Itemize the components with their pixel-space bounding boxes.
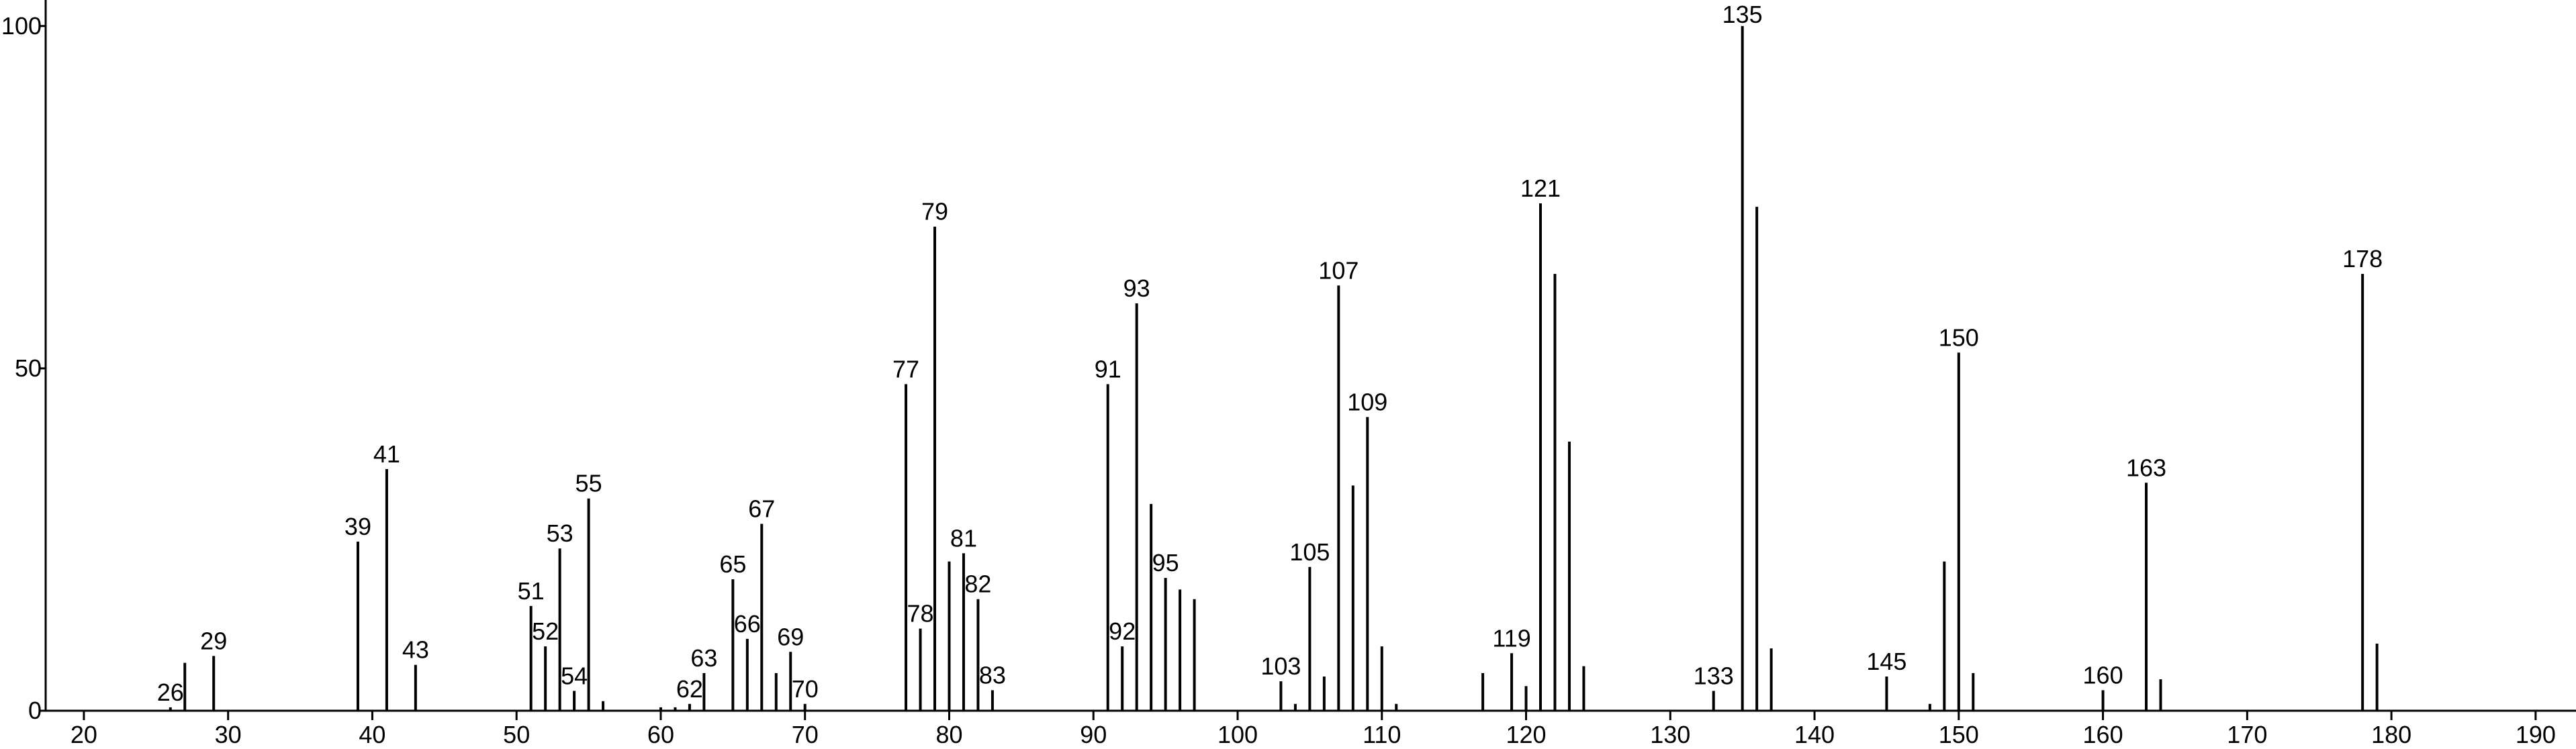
y-tick-label: 0 [28,697,42,724]
peak-label: 69 [777,623,804,650]
x-tick-label: 80 [935,721,962,748]
x-tick-label: 110 [1363,721,1401,748]
x-tick-label: 190 [2516,721,2556,748]
x-tick-label: 30 [215,721,242,748]
x-tick-label: 100 [1217,721,1258,748]
peak-label: 150 [1939,323,1979,351]
peak-label: 119 [1492,624,1530,652]
y-tick-label: 100 [1,12,42,40]
x-tick-label: 120 [1506,721,1546,748]
x-tick-label: 150 [1939,721,1979,748]
x-tick-label: 160 [2083,721,2123,748]
peak-label: 95 [1152,549,1179,577]
peak-label: 78 [907,600,934,628]
peak-label: 70 [792,675,819,703]
x-tick-label: 170 [2227,721,2267,748]
x-tick-label: 40 [359,721,385,748]
peak-label: 65 [719,550,746,578]
y-tick-label: 50 [15,354,42,382]
peak-label: 105 [1289,538,1330,566]
peak-label: 67 [748,495,775,522]
peak-label: 91 [1095,355,1121,383]
peak-label: 160 [2083,661,2123,689]
peak-label: 52 [532,617,559,645]
peak-label: 39 [344,513,371,540]
peak-label: 55 [576,470,602,497]
peak-label: 92 [1109,617,1136,645]
peak-label: 133 [1694,662,1734,689]
peak-label: 81 [950,524,977,552]
peak-label: 62 [676,675,703,703]
peak-label: 135 [1722,1,1763,28]
peak-label: 163 [2126,454,2166,481]
peak-label: 43 [402,636,429,664]
peak-label: 51 [518,577,545,605]
peak-label: 63 [690,644,717,672]
peak-label: 79 [921,198,948,226]
x-tick-label: 90 [1080,721,1107,748]
peak-label: 54 [561,662,588,689]
peak-label: 93 [1123,274,1150,302]
x-tick-label: 140 [1794,721,1835,748]
peak-label: 82 [964,570,991,598]
peak-label: 83 [979,661,1006,689]
x-tick-label: 70 [792,721,819,748]
peak-label: 178 [2342,245,2383,272]
peak-label: 103 [1260,652,1301,680]
peak-label: 41 [373,440,400,468]
peak-label: 109 [1347,388,1387,415]
peak-label: 53 [547,519,573,547]
peak-label: 29 [200,627,227,654]
peak-label: 121 [1520,174,1561,202]
peak-label: 77 [892,355,919,383]
peak-label: 66 [734,610,761,638]
x-tick-label: 20 [71,721,97,748]
peak-label: 107 [1318,256,1359,284]
x-tick-label: 130 [1650,721,1690,748]
x-tick-label: 50 [503,721,530,748]
x-tick-label: 180 [2371,721,2411,748]
peak-label: 26 [157,679,184,706]
peak-label: 145 [1866,648,1906,675]
x-tick-label: 60 [647,721,674,748]
